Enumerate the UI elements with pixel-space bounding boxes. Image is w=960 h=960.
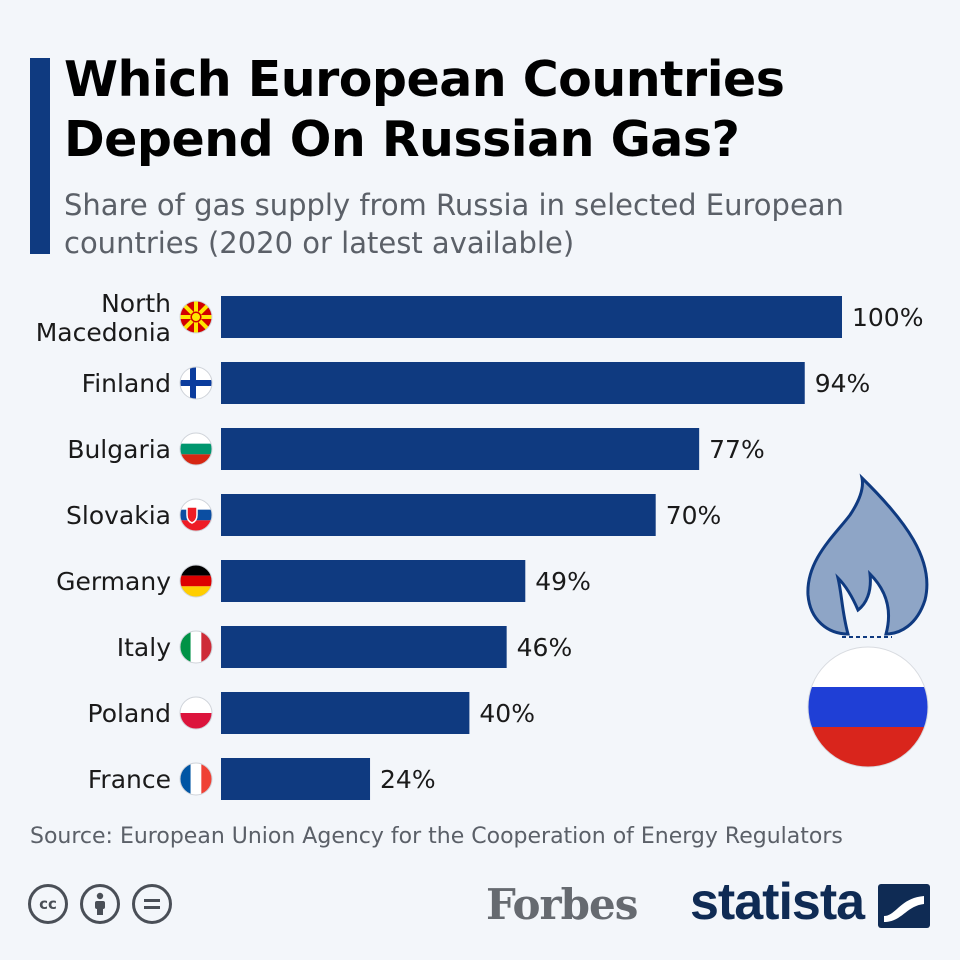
category-label: Germany bbox=[56, 567, 171, 596]
bar bbox=[221, 626, 507, 668]
cc-icon[interactable]: cc bbox=[28, 884, 68, 924]
value-label: 40% bbox=[479, 699, 535, 728]
chart-subtitle: Share of gas supply from Russia in selec… bbox=[64, 186, 924, 262]
category-label: North Macedonia bbox=[36, 289, 171, 347]
finland-flag-icon bbox=[179, 366, 213, 400]
category-label: Slovakia bbox=[66, 501, 171, 530]
category-label: Italy bbox=[117, 633, 171, 662]
bar bbox=[221, 362, 805, 404]
north-macedonia-flag-icon bbox=[179, 300, 213, 334]
bar-row: 49% Germany bbox=[56, 560, 591, 602]
bar bbox=[221, 758, 371, 800]
subtitle-line-1: Share of gas supply from Russia in selec… bbox=[64, 188, 844, 222]
no-derivatives-icon[interactable] bbox=[132, 884, 172, 924]
value-label: 100% bbox=[852, 303, 923, 332]
value-label: 49% bbox=[535, 567, 591, 596]
bar-row: 40% Poland bbox=[88, 692, 535, 734]
title-accent-bar bbox=[30, 58, 50, 254]
bar bbox=[221, 692, 470, 734]
value-label: 77% bbox=[709, 435, 765, 464]
value-label: 46% bbox=[517, 633, 573, 662]
category-label: Finland bbox=[82, 369, 171, 398]
statista-mark-icon bbox=[878, 884, 930, 928]
bar-row: 77% Bulgaria bbox=[67, 428, 765, 470]
subtitle-line-2: countries (2020 or latest available) bbox=[64, 226, 575, 260]
bar bbox=[221, 296, 842, 338]
category-label: Bulgaria bbox=[67, 435, 171, 464]
bar bbox=[221, 494, 656, 536]
poland-flag-icon bbox=[179, 696, 213, 730]
title-line-2: Depend On Russian Gas? bbox=[64, 111, 740, 168]
value-label: 94% bbox=[815, 369, 871, 398]
bar-row: 24% France bbox=[88, 758, 436, 800]
category-label: Poland bbox=[88, 699, 171, 728]
forbes-logo[interactable]: Forbes bbox=[486, 880, 638, 929]
bar bbox=[221, 428, 700, 470]
source-note: Source: European Union Agency for the Co… bbox=[30, 824, 843, 849]
slovakia-flag-icon bbox=[179, 498, 213, 532]
bar-row: 100% North Macedonia bbox=[36, 289, 924, 347]
italy-flag-icon bbox=[179, 630, 213, 664]
value-label: 70% bbox=[666, 501, 722, 530]
value-label: 24% bbox=[380, 765, 436, 794]
bars-layer: 100%North Macedonia94%Finland77%Bulgaria7… bbox=[36, 289, 924, 800]
chart-title: Which European Countries Depend On Russi… bbox=[64, 50, 944, 170]
bar-row: 70% Slovakia bbox=[66, 494, 721, 536]
bar bbox=[221, 560, 526, 602]
russia-flag-icon bbox=[808, 647, 928, 767]
statista-logo[interactable]: statista bbox=[690, 873, 865, 931]
title-line-1: Which European Countries bbox=[64, 51, 785, 108]
bar-row: 94% Finland bbox=[82, 362, 871, 404]
attribution-icon[interactable] bbox=[80, 884, 120, 924]
license-icons: cc bbox=[28, 884, 172, 924]
bar-row: 46% Italy bbox=[117, 626, 572, 668]
category-label: France bbox=[88, 765, 171, 794]
germany-flag-icon bbox=[179, 564, 213, 598]
france-flag-icon bbox=[179, 762, 213, 796]
bar-chart: 100%North Macedonia94%Finland77%Bulgaria7… bbox=[36, 289, 929, 800]
bulgaria-flag-icon bbox=[179, 432, 213, 466]
gas-flame-icon bbox=[806, 473, 929, 636]
russian-gas-illustration bbox=[806, 473, 929, 768]
